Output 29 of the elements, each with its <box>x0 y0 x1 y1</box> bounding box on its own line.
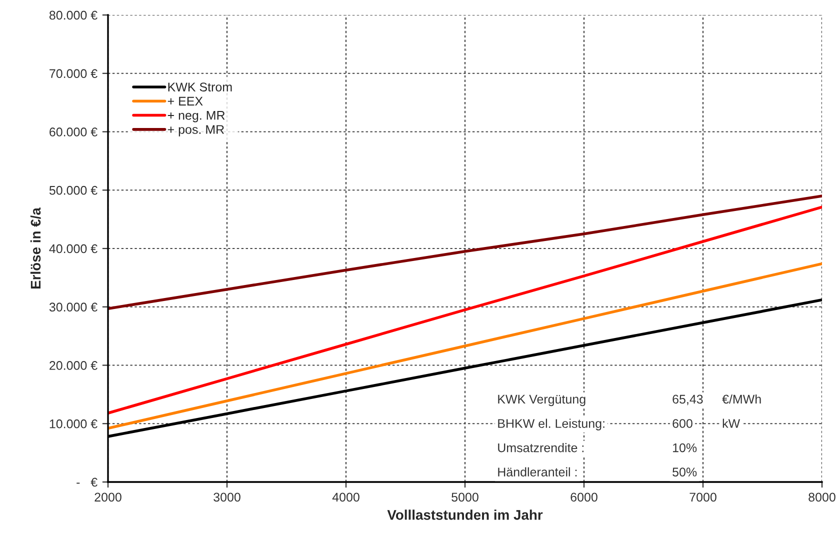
y-tick-label: 60.000 € <box>50 128 98 136</box>
y-tick-label: 70.000 € <box>50 69 98 78</box>
y-axis-title: Erlöse in €/a <box>30 207 41 288</box>
y-tick-label: 40.000 € <box>49 244 98 254</box>
y-tick-label: 50.000 € <box>49 186 98 195</box>
y-tick-label: 10.000 € <box>50 419 98 428</box>
text: BHKW el. Leistung: 600 kW <box>498 418 740 430</box>
text: Händleranteil : 50% <box>498 467 697 476</box>
x-tick-label: 4000 <box>332 492 360 502</box>
line-series <box>108 194 822 310</box>
y-tick-label: 30.000 € <box>49 302 98 312</box>
legend-label: + pos. MR <box>168 125 224 136</box>
y-tick-label: 80.000 € <box>49 10 98 20</box>
legend-label: + neg. MR <box>168 111 225 122</box>
line-series <box>108 206 822 415</box>
line-series <box>108 262 822 430</box>
text: KWK Vergütung 65,43 €/MWh <box>498 394 761 406</box>
legend-label: + EEX <box>168 96 203 106</box>
y-tick-label: - € <box>76 478 98 487</box>
x-tick-label: 3000 <box>214 492 240 502</box>
legend-label: KWK Strom <box>168 82 232 92</box>
x-axis-title: Volllaststunden im Jahr <box>387 510 543 520</box>
y-tick-label: 20.000 € <box>50 361 98 370</box>
x-tick-label: 6000 <box>570 492 598 502</box>
text: Umsatzrendite : 10% <box>498 443 697 452</box>
x-tick-label: 2000 <box>94 492 122 502</box>
x-tick-label: 7000 <box>690 492 716 502</box>
x-tick-label: 5000 <box>452 492 478 502</box>
x-tick-label: 8000 <box>808 492 836 502</box>
